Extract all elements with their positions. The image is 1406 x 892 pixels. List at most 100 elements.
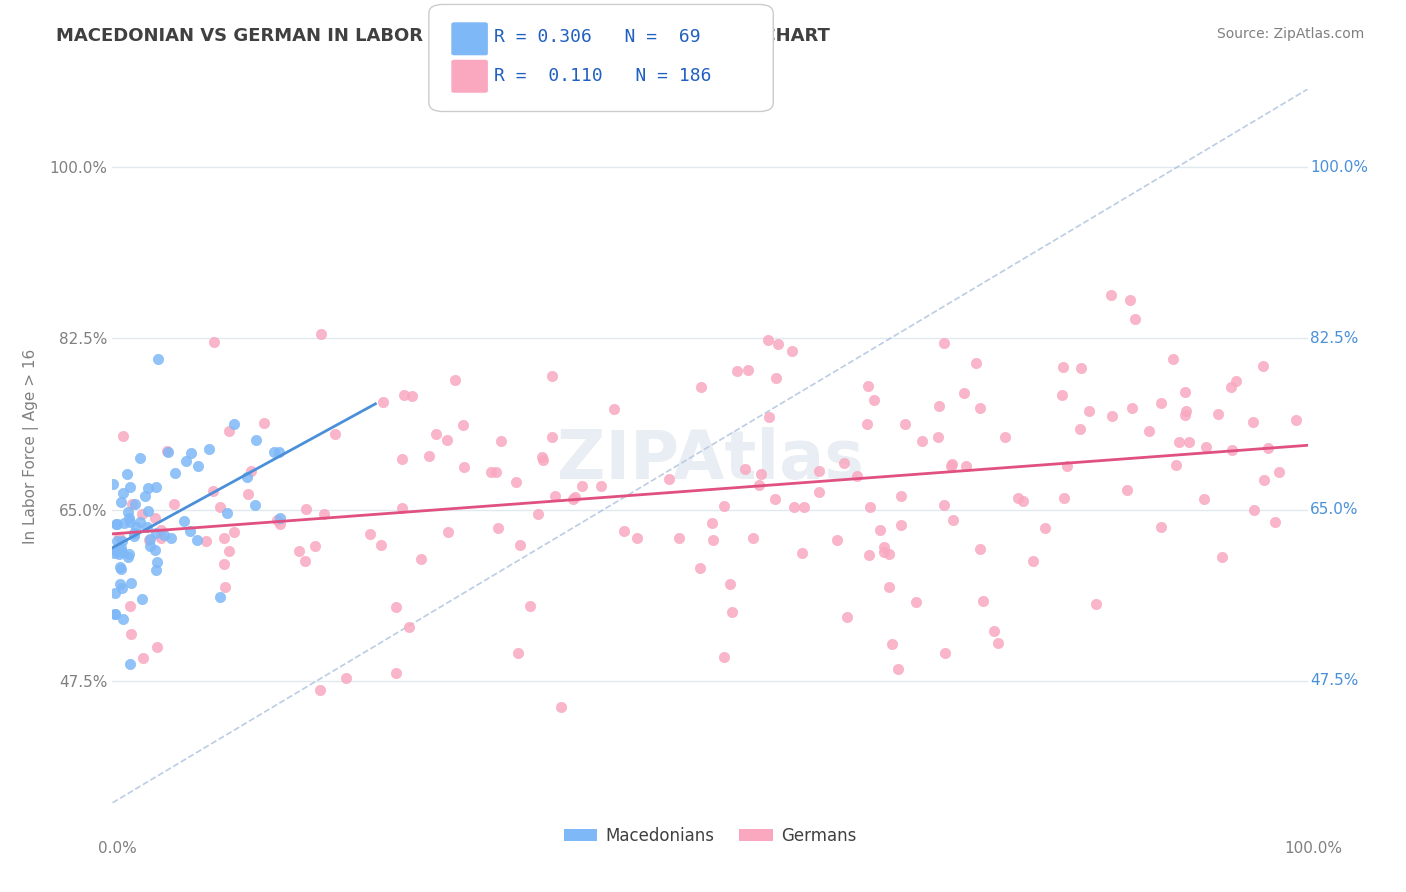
Point (807, 485, 830, 500)
Point (894, 417, 917, 431)
Point (942, 513, 965, 527)
Point (187, 459, 209, 474)
Point (890, 489, 912, 503)
Point (485, 465, 508, 479)
Point (1123, 311, 1146, 326)
Point (236, 487, 259, 501)
Point (1220, 443, 1243, 458)
Point (195, 533, 218, 548)
Point (603, 402, 626, 417)
Point (444, 373, 467, 387)
Point (491, 434, 513, 448)
Point (112, 486, 135, 500)
Point (118, 480, 141, 494)
Point (453, 459, 475, 474)
Point (218, 424, 240, 438)
Point (869, 523, 891, 537)
Point (111, 545, 134, 559)
Point (1206, 407, 1229, 421)
Text: 100.0%: 100.0% (1310, 160, 1368, 175)
Point (758, 409, 780, 424)
Point (136, 482, 159, 496)
Point (214, 531, 236, 545)
Point (783, 500, 806, 514)
Point (146, 351, 169, 366)
Point (668, 531, 690, 545)
Point (658, 472, 681, 486)
Point (1121, 401, 1143, 415)
Point (702, 533, 724, 547)
Point (115, 467, 138, 481)
Point (1007, 491, 1029, 506)
Point (145, 525, 167, 540)
Point (519, 599, 541, 613)
Point (1175, 403, 1198, 417)
Point (269, 516, 291, 531)
Point (120, 575, 142, 590)
Point (1192, 491, 1215, 506)
Text: 65.0%: 65.0% (1310, 502, 1358, 517)
Point (718, 577, 741, 591)
Point (180, 446, 202, 460)
Point (837, 610, 859, 624)
Point (763, 491, 786, 506)
Point (131, 508, 153, 522)
Text: MACEDONIAN VS GERMAN IN LABOR FORCE | AGE > 16 CORRELATION CHART: MACEDONIAN VS GERMAN IN LABOR FORCE | AG… (56, 27, 830, 45)
Point (436, 434, 458, 448)
Point (561, 491, 583, 506)
Point (146, 640, 169, 654)
Point (488, 520, 510, 534)
Point (110, 562, 132, 576)
Point (156, 444, 179, 458)
Point (392, 388, 415, 402)
Point (1052, 360, 1074, 375)
Point (128, 450, 150, 465)
Point (186, 533, 208, 547)
Point (531, 452, 554, 467)
Point (269, 445, 291, 459)
Point (1116, 483, 1139, 498)
Point (398, 620, 420, 634)
Y-axis label: In Labor Force | Age > 16: In Labor Force | Age > 16 (22, 349, 38, 543)
Point (214, 580, 236, 594)
Point (832, 456, 855, 470)
Point (120, 627, 142, 641)
Point (263, 445, 285, 459)
Point (877, 547, 900, 561)
Point (749, 467, 772, 481)
Point (1174, 409, 1197, 423)
Point (713, 650, 735, 665)
Point (107, 530, 129, 544)
Point (863, 392, 886, 407)
Point (146, 555, 169, 569)
Point (941, 458, 963, 473)
Point (134, 489, 156, 503)
Point (1099, 288, 1122, 302)
Point (1225, 374, 1247, 388)
Point (425, 426, 447, 441)
Point (104, 607, 127, 621)
Point (987, 636, 1010, 650)
Point (294, 554, 316, 568)
Point (765, 370, 787, 384)
Legend: Macedonians, Germans: Macedonians, Germans (557, 821, 863, 852)
Point (591, 479, 613, 493)
Point (110, 541, 132, 556)
Point (125, 520, 148, 534)
Point (156, 445, 179, 459)
Point (713, 499, 735, 513)
Point (1195, 440, 1218, 454)
Point (124, 497, 146, 511)
Point (858, 548, 880, 562)
Point (479, 465, 502, 479)
Point (994, 430, 1017, 444)
Point (1264, 515, 1286, 529)
Point (1033, 521, 1056, 535)
Point (972, 594, 994, 608)
Point (453, 418, 475, 433)
Point (859, 500, 882, 514)
Point (1052, 491, 1074, 506)
Point (1241, 415, 1264, 429)
Point (544, 489, 567, 503)
Point (266, 513, 288, 527)
